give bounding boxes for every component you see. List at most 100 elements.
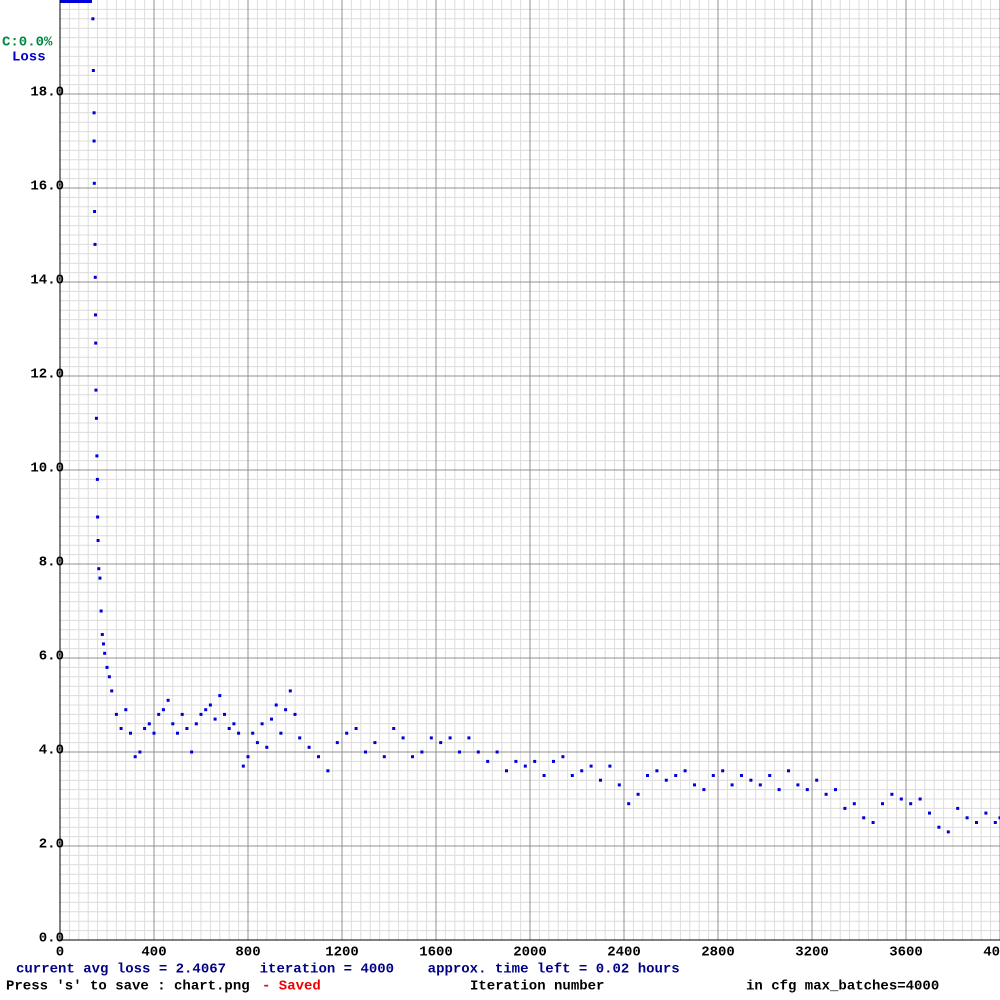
data-point: [975, 821, 978, 824]
map-label: C:0.0%: [2, 35, 53, 51]
x-tick-label: 4000: [983, 945, 1000, 961]
data-point: [683, 769, 687, 773]
y-tick-label: 6.0: [39, 649, 64, 665]
data-point: [298, 736, 302, 740]
data-point: [580, 769, 584, 773]
data-point: [486, 759, 490, 763]
clipped-loss-bar: [60, 0, 92, 3]
cfg-text: in cfg max_batches=4000: [746, 979, 939, 995]
y-tick-label: 0.0: [39, 931, 64, 947]
x-tick-label: 2400: [607, 945, 641, 961]
data-point: [237, 731, 241, 735]
data-point: [161, 708, 165, 712]
data-point: [382, 755, 386, 759]
data-point: [599, 778, 602, 782]
data-point: [92, 111, 96, 115]
data-point: [862, 816, 866, 820]
data-point: [429, 736, 433, 740]
data-point: [223, 712, 226, 716]
data-point: [909, 802, 913, 806]
data-point: [119, 727, 123, 730]
data-point: [881, 802, 884, 806]
data-point: [133, 755, 137, 759]
data-point: [97, 567, 101, 571]
data-point: [852, 802, 856, 806]
x-tick-label: 1600: [419, 945, 453, 961]
data-point: [255, 741, 259, 745]
data-point: [204, 708, 208, 712]
data-point: [702, 788, 706, 792]
legend-entry: Loss: [12, 50, 46, 66]
data-point: [523, 764, 527, 768]
data-point: [101, 642, 105, 646]
data-point: [91, 69, 95, 72]
data-point: [448, 736, 452, 740]
data-point: [674, 774, 678, 777]
data-point: [373, 741, 377, 745]
data-point: [514, 759, 518, 763]
data-point: [251, 731, 255, 735]
data-point: [711, 774, 715, 777]
data-point: [998, 816, 1000, 820]
data-point: [93, 275, 97, 279]
data-point: [232, 722, 236, 726]
data-point: [636, 792, 640, 796]
data-point: [185, 727, 189, 730]
data-point: [92, 139, 96, 143]
x-tick-label: 1200: [325, 945, 359, 961]
data-point: [589, 764, 593, 768]
data-point: [476, 750, 480, 754]
y-tick-label: 16.0: [30, 179, 64, 195]
data-point: [326, 769, 330, 773]
data-point: [740, 774, 743, 777]
data-point: [171, 722, 175, 726]
x-tick-label: 2000: [513, 945, 547, 961]
y-tick-label: 10.0: [30, 461, 64, 477]
data-point: [693, 783, 696, 787]
data-point: [157, 712, 161, 716]
data-point: [467, 736, 471, 740]
data-point: [401, 736, 405, 740]
x-tick-label: 3200: [795, 945, 829, 961]
data-point: [495, 750, 499, 754]
data-point: [98, 576, 102, 580]
data-point: [646, 774, 649, 777]
data-point: [105, 665, 109, 669]
data-point: [439, 741, 443, 745]
data-point: [834, 788, 837, 792]
data-point: [749, 778, 753, 782]
x-tick-label: 800: [235, 945, 260, 961]
data-point: [96, 539, 100, 542]
data-point: [176, 731, 179, 735]
data-point: [815, 778, 819, 782]
data-point: [93, 242, 97, 246]
y-tick-label: 18.0: [30, 85, 64, 101]
data-point: [110, 689, 114, 693]
data-point: [93, 210, 97, 213]
data-point: [147, 722, 151, 726]
data-point: [664, 778, 668, 782]
data-point: [787, 769, 790, 773]
data-point: [345, 731, 349, 735]
data-point: [93, 313, 97, 317]
data-point: [100, 633, 104, 636]
data-point: [129, 731, 132, 735]
data-point: [392, 727, 396, 730]
data-point: [768, 774, 772, 777]
data-point: [190, 750, 194, 754]
save-text: Press 's' to save : chart.png: [6, 979, 250, 995]
y-tick-label: 2.0: [39, 837, 64, 853]
data-point: [260, 722, 264, 726]
data-point: [899, 797, 903, 801]
data-point: [227, 727, 231, 730]
data-point: [993, 821, 997, 824]
data-point: [143, 727, 147, 730]
y-tick-label: 14.0: [30, 273, 64, 289]
data-point: [956, 806, 960, 810]
data-point: [777, 788, 781, 792]
x-tick-label: 0: [56, 945, 64, 961]
data-point: [94, 341, 98, 345]
data-point: [99, 609, 103, 613]
data-point: [284, 708, 288, 712]
data-point: [279, 731, 283, 735]
